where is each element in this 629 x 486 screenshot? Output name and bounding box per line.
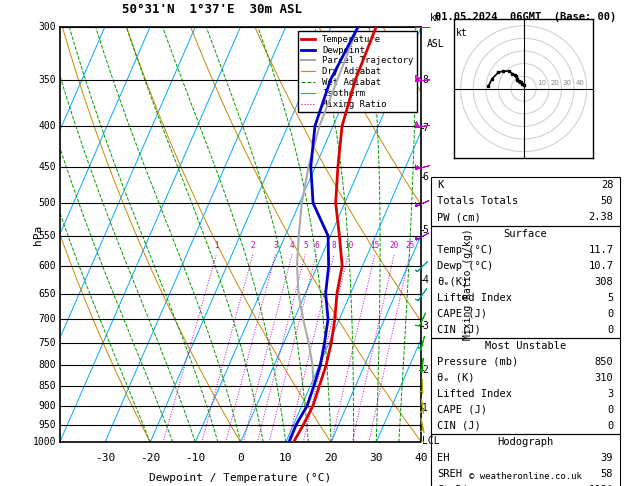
Text: Surface: Surface — [503, 228, 547, 239]
Text: 0: 0 — [607, 405, 613, 415]
Text: 25: 25 — [405, 241, 415, 250]
Text: -20: -20 — [140, 452, 160, 463]
Text: 0: 0 — [607, 421, 613, 431]
Text: CAPE (J): CAPE (J) — [437, 405, 487, 415]
Text: 28: 28 — [601, 180, 613, 191]
Text: θₑ (K): θₑ (K) — [437, 373, 475, 383]
Text: 4: 4 — [422, 275, 428, 285]
Text: Lifted Index: Lifted Index — [437, 389, 512, 399]
Text: 1000: 1000 — [33, 437, 56, 447]
Text: 1: 1 — [422, 403, 428, 413]
Text: CAPE (J): CAPE (J) — [437, 309, 487, 319]
Text: CIN (J): CIN (J) — [437, 325, 481, 335]
Text: km: km — [430, 13, 442, 22]
Text: 300: 300 — [38, 22, 56, 32]
Text: 5: 5 — [422, 225, 428, 235]
Text: 0: 0 — [237, 452, 244, 463]
Text: 50°31'N  1°37'E  30m ASL: 50°31'N 1°37'E 30m ASL — [121, 3, 302, 17]
Text: EH: EH — [437, 453, 450, 463]
Text: 8: 8 — [422, 75, 428, 85]
Text: LCL: LCL — [422, 435, 440, 446]
Text: 7: 7 — [422, 123, 428, 133]
Text: Mixing Ratio (g/kg): Mixing Ratio (g/kg) — [464, 228, 474, 340]
Text: Pressure (mb): Pressure (mb) — [437, 357, 518, 367]
Text: Dewpoint / Temperature (°C): Dewpoint / Temperature (°C) — [150, 473, 331, 484]
Text: Most Unstable: Most Unstable — [484, 341, 566, 351]
Text: 600: 600 — [38, 261, 56, 271]
Text: 15: 15 — [370, 241, 379, 250]
Text: 39: 39 — [601, 453, 613, 463]
Text: PW (cm): PW (cm) — [437, 212, 481, 223]
Text: SREH: SREH — [437, 469, 462, 479]
Text: Dewp (°C): Dewp (°C) — [437, 260, 493, 271]
Text: 2: 2 — [250, 241, 255, 250]
Text: 310: 310 — [594, 373, 613, 383]
Text: 30: 30 — [369, 452, 383, 463]
Text: 500: 500 — [38, 198, 56, 208]
Text: 550: 550 — [38, 231, 56, 241]
Text: Hodograph: Hodograph — [497, 437, 554, 447]
Text: 20: 20 — [325, 452, 338, 463]
Text: 850: 850 — [38, 381, 56, 391]
Text: hPa: hPa — [33, 225, 43, 244]
Text: K: K — [437, 180, 443, 191]
Text: 10.7: 10.7 — [588, 260, 613, 271]
Text: 6: 6 — [314, 241, 319, 250]
Text: 20: 20 — [550, 80, 559, 86]
Text: Totals Totals: Totals Totals — [437, 196, 518, 207]
Text: 40: 40 — [576, 80, 584, 86]
Text: 850: 850 — [594, 357, 613, 367]
Text: 20: 20 — [390, 241, 399, 250]
Text: 10: 10 — [279, 452, 292, 463]
Text: 8: 8 — [332, 241, 337, 250]
Text: 2.38: 2.38 — [588, 212, 613, 223]
Text: 58: 58 — [601, 469, 613, 479]
Text: 10: 10 — [538, 80, 547, 86]
Text: -30: -30 — [95, 452, 115, 463]
Text: 01.05.2024  06GMT  (Base: 00): 01.05.2024 06GMT (Base: 00) — [435, 12, 616, 22]
Text: 650: 650 — [38, 289, 56, 298]
Text: 750: 750 — [38, 338, 56, 348]
Text: 11.7: 11.7 — [588, 244, 613, 255]
Text: 4: 4 — [290, 241, 294, 250]
Text: 10: 10 — [343, 241, 353, 250]
Text: θₑ(K): θₑ(K) — [437, 277, 469, 287]
Text: © weatheronline.co.uk: © weatheronline.co.uk — [469, 472, 582, 481]
Text: 950: 950 — [38, 419, 56, 430]
Text: 3: 3 — [422, 321, 428, 331]
Text: 2: 2 — [422, 364, 428, 375]
Text: 900: 900 — [38, 401, 56, 411]
Text: 400: 400 — [38, 121, 56, 131]
Text: 0: 0 — [607, 325, 613, 335]
Legend: Temperature, Dewpoint, Parcel Trajectory, Dry Adiabat, Wet Adiabat, Isotherm, Mi: Temperature, Dewpoint, Parcel Trajectory… — [298, 31, 417, 112]
Text: Temp (°C): Temp (°C) — [437, 244, 493, 255]
Text: 3: 3 — [607, 389, 613, 399]
Text: ASL: ASL — [427, 39, 445, 49]
Text: 1: 1 — [214, 241, 219, 250]
Text: 6: 6 — [422, 172, 428, 182]
Text: CIN (J): CIN (J) — [437, 421, 481, 431]
Text: 5: 5 — [607, 293, 613, 303]
Text: 800: 800 — [38, 360, 56, 370]
Text: 189°: 189° — [588, 485, 613, 486]
Text: 30: 30 — [563, 80, 572, 86]
Text: 0: 0 — [607, 309, 613, 319]
Text: 700: 700 — [38, 314, 56, 324]
Text: 308: 308 — [594, 277, 613, 287]
Text: Lifted Index: Lifted Index — [437, 293, 512, 303]
Text: 450: 450 — [38, 162, 56, 172]
Text: 3: 3 — [273, 241, 278, 250]
Text: 40: 40 — [415, 452, 428, 463]
Text: StmDir: StmDir — [437, 485, 475, 486]
Text: kt: kt — [455, 28, 467, 38]
Text: 350: 350 — [38, 75, 56, 85]
Text: 5: 5 — [303, 241, 308, 250]
Text: -10: -10 — [186, 452, 206, 463]
Text: 50: 50 — [601, 196, 613, 207]
